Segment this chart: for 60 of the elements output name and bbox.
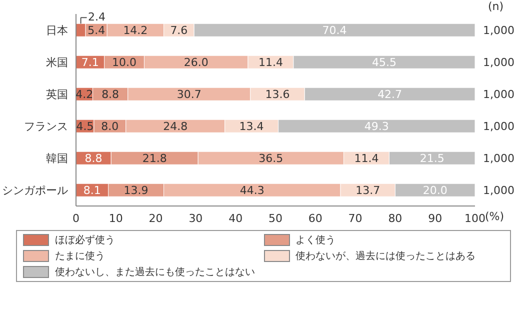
y-tick-label: フランス [24, 120, 68, 133]
x-tick-label: 30 [188, 212, 203, 225]
text: 1,000 [483, 120, 514, 133]
y-tick-label: 日本 [46, 24, 68, 37]
data-label: 8.8 [102, 88, 120, 102]
data-label: 10.0 [112, 56, 137, 70]
data-label: 14.2 [123, 24, 148, 38]
data-label: 13.9 [124, 184, 148, 198]
data-label: 7.6 [170, 24, 188, 38]
y-tick-label: 英国 [46, 88, 68, 101]
x-tick-label: 20 [148, 212, 163, 225]
data-label: 21.5 [420, 152, 444, 166]
x-tick-label: 60 [308, 212, 322, 225]
data-label: 24.8 [163, 120, 188, 134]
data-label: 26.0 [184, 56, 208, 70]
y-tick-label: 韓国 [46, 152, 68, 165]
legend-label: ほぼ必ず使う [55, 234, 115, 247]
data-label: 8.0 [101, 120, 119, 134]
data-label: 2.4 [88, 10, 106, 24]
data-label: 4.5 [76, 120, 94, 134]
x-tick-label: 40 [228, 212, 243, 225]
text: 1,000 [483, 152, 514, 165]
x-tick-label: 90 [428, 212, 442, 225]
text: 1,000 [483, 184, 514, 197]
text: 1,000 [483, 88, 514, 101]
data-label: 70.4 [322, 24, 347, 38]
data-label: 5.4 [88, 24, 106, 38]
data-label: 20.0 [422, 184, 448, 198]
data-label: 13.7 [356, 184, 380, 198]
legend-label: よく使う [296, 234, 336, 247]
text: 1,000 [483, 56, 514, 69]
legend-label: 使わないし、また過去にも使ったことはない [55, 266, 255, 279]
data-label: 36.5 [258, 152, 284, 166]
x-tick-label: 100 [464, 212, 486, 225]
text: (n) [488, 0, 504, 13]
data-label: 8.1 [83, 184, 101, 198]
x-tick-label: 80 [388, 212, 402, 225]
x-axis-title: (%) [485, 210, 504, 223]
text: 1,000 [483, 24, 514, 37]
data-label: 7.1 [81, 56, 99, 70]
data-label: 21.8 [142, 152, 167, 166]
data-label: 44.3 [240, 184, 264, 198]
legend-label: 使わないが、過去には使ったことはある [296, 250, 476, 263]
legend-label: たまに使う [55, 250, 105, 263]
data-label: 30.7 [176, 88, 202, 102]
data-label: 11.4 [354, 152, 379, 166]
data-label: 49.3 [364, 120, 389, 134]
x-tick-label: 0 [72, 212, 80, 225]
data-label: 13.4 [239, 120, 264, 134]
x-tick-label: 10 [108, 212, 123, 225]
data-label: 13.6 [265, 88, 290, 102]
data-label: 4.2 [76, 88, 94, 102]
data-label: 45.5 [372, 56, 396, 70]
data-label: 8.8 [84, 152, 102, 166]
data-label: 11.4 [258, 56, 283, 70]
x-tick-label: 70 [348, 212, 362, 225]
y-tick-label: 米国 [46, 56, 68, 69]
y-tick-label: シンガポール [2, 184, 68, 197]
x-tick-label: 50 [268, 212, 282, 225]
data-label: 42.7 [378, 88, 402, 102]
